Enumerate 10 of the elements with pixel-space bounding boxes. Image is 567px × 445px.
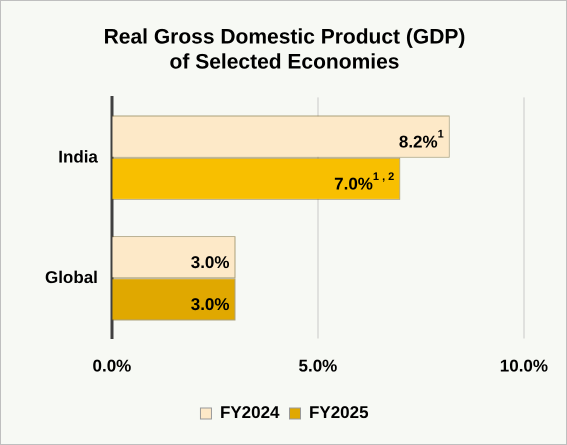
y-tick-label: Global	[44, 268, 98, 287]
data-label: 3.0%	[190, 295, 230, 314]
x-tick-label: 10.0%	[500, 356, 548, 376]
chart-title: Real Gross Domestic Product (GDP) of Selected Economies	[104, 25, 466, 74]
x-tick-label: 0.0%	[92, 356, 132, 376]
y-tick-label: India	[58, 147, 98, 166]
legend-label: FY2024	[220, 403, 280, 422]
data-label: 3.0%	[190, 252, 230, 272]
x-tick-label: 5.0%	[298, 356, 338, 376]
legend-label: FY2025	[309, 403, 369, 422]
